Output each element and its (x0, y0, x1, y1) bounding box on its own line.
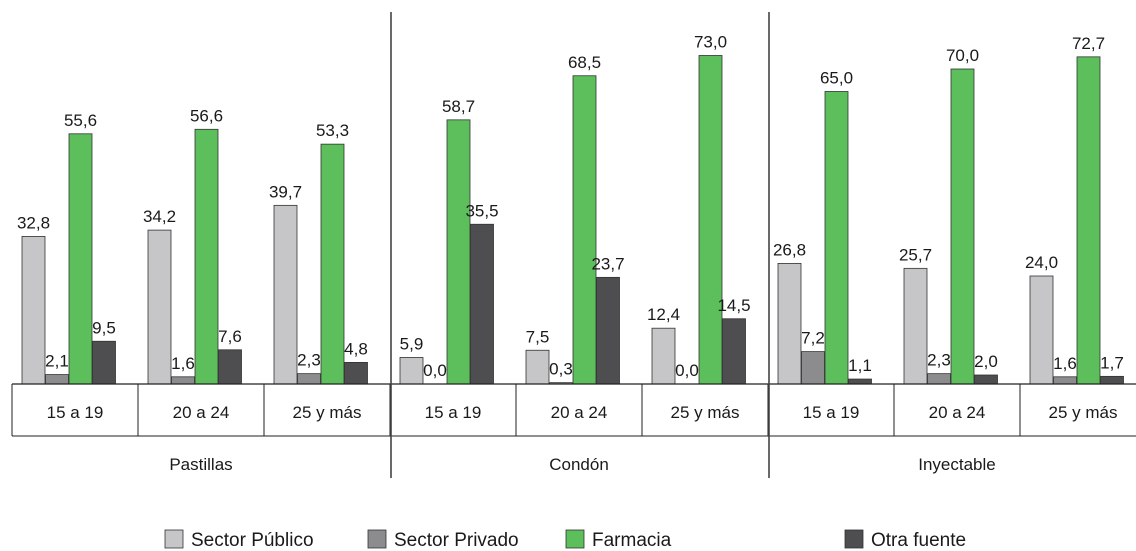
bar-sector-publico-condon-15-a-19 (399, 357, 424, 385)
bar-sector-publico-pastillas-15-a-19 (21, 235, 46, 385)
data-label-sector-publico-inyectable-25-y-mas: 24,0 (1025, 253, 1058, 272)
bar-sector-publico-condon-20-a-24 (525, 349, 550, 385)
data-label-sector-privado-pastillas-20-a-24: 1,6 (171, 354, 195, 373)
data-label-otra-fuente-inyectable-25-y-mas: 1,7 (1100, 353, 1124, 372)
data-label-farmacia-inyectable-15-a-19: 65,0 (820, 69, 853, 88)
bars-layer (21, 55, 1124, 385)
bar-sector-privado-pastillas-25-y-mas (297, 373, 321, 385)
bar-otra-fuente-condon-20-a-24 (596, 276, 620, 385)
data-label-otra-fuente-condon-25-y-mas: 14,5 (717, 296, 750, 315)
group-label-inyectable: Inyectable (918, 455, 996, 474)
bar-sector-publico-inyectable-20-a-24 (903, 267, 928, 385)
legend-label-otra-fuente: Otra fuente (871, 530, 966, 551)
legend-label-sector-publico: Sector Público (191, 530, 314, 551)
bar-sector-publico-inyectable-15-a-19 (777, 262, 802, 385)
data-label-sector-privado-condon-15-a-19: 0,0 (423, 361, 447, 380)
tick-label-condon-15-a-19: 15 a 19 (425, 403, 482, 422)
legend: Sector Público Sector Privado Farmacia Otra… (164, 529, 966, 551)
data-label-farmacia-pastillas-15-a-19: 55,6 (64, 111, 97, 130)
bar-farmacia-inyectable-20-a-24 (950, 68, 975, 385)
legend-label-sector-privado: Sector Privado (394, 530, 519, 551)
bar-sector-publico-pastillas-20-a-24 (147, 229, 172, 385)
data-label-otra-fuente-pastillas-20-a-24: 7,6 (218, 327, 242, 346)
data-label-sector-privado-inyectable-20-a-24: 2,3 (927, 351, 951, 370)
data-label-farmacia-inyectable-25-y-mas: 72,7 (1072, 34, 1105, 53)
bar-otra-fuente-condon-25-y-mas (722, 318, 746, 385)
bar-farmacia-pastillas-25-y-mas (320, 143, 345, 385)
bar-sector-privado-inyectable-25-y-mas (1053, 376, 1077, 385)
bar-otra-fuente-inyectable-20-a-24 (974, 374, 998, 385)
tick-label-inyectable-15-a-19: 15 a 19 (803, 403, 860, 422)
legend-swatch-otra-fuente (844, 529, 864, 549)
bar-sector-privado-inyectable-15-a-19 (801, 351, 825, 385)
data-label-farmacia-condon-20-a-24: 68,5 (568, 53, 601, 72)
data-label-otra-fuente-inyectable-15-a-19: 1,1 (848, 356, 872, 375)
data-label-sector-privado-inyectable-25-y-mas: 1,6 (1053, 354, 1077, 373)
bar-farmacia-condon-15-a-19 (446, 119, 471, 385)
data-label-otra-fuente-pastillas-25-y-mas: 4,8 (344, 339, 368, 358)
legend-swatch-sector-privado (367, 529, 387, 549)
bar-otra-fuente-pastillas-20-a-24 (218, 349, 242, 385)
bar-farmacia-pastillas-20-a-24 (194, 128, 219, 385)
data-label-otra-fuente-inyectable-20-a-24: 2,0 (974, 352, 998, 371)
bar-otra-fuente-condon-15-a-19 (470, 223, 494, 385)
bar-sector-privado-pastillas-20-a-24 (171, 376, 195, 385)
tick-label-pastillas-15-a-19: 15 a 19 (47, 403, 104, 422)
tick-label-pastillas-25-y-mas: 25 y más (293, 403, 362, 422)
bar-farmacia-condon-20-a-24 (572, 75, 597, 385)
data-label-farmacia-pastillas-25-y-mas: 53,3 (316, 121, 349, 140)
group-label-condon: Condón (549, 455, 609, 474)
data-label-sector-publico-pastillas-20-a-24: 34,2 (143, 207, 176, 226)
bar-farmacia-inyectable-25-y-mas (1076, 56, 1101, 385)
bar-farmacia-condon-25-y-mas (698, 55, 723, 385)
bar-sector-privado-pastillas-15-a-19 (45, 374, 69, 385)
bar-farmacia-pastillas-15-a-19 (68, 133, 93, 385)
data-label-sector-privado-condon-25-y-mas: 0,0 (675, 361, 699, 380)
bar-farmacia-inyectable-15-a-19 (824, 91, 849, 385)
legend-label-farmacia: Farmacia (592, 530, 672, 551)
data-label-sector-publico-condon-25-y-mas: 12,4 (647, 305, 680, 324)
data-label-sector-publico-condon-15-a-19: 5,9 (400, 334, 424, 353)
data-label-farmacia-condon-25-y-mas: 73,0 (694, 33, 727, 52)
bar-sector-publico-pastillas-25-y-mas (273, 204, 298, 385)
data-label-otra-fuente-condon-20-a-24: 23,7 (591, 254, 624, 273)
bar-sector-publico-inyectable-25-y-mas (1029, 275, 1054, 385)
tick-label-inyectable-20-a-24: 20 a 24 (929, 403, 986, 422)
tick-label-pastillas-20-a-24: 20 a 24 (173, 403, 230, 422)
bar-otra-fuente-pastillas-15-a-19 (92, 340, 116, 385)
bar-sector-privado-inyectable-20-a-24 (927, 373, 951, 385)
legend-swatch-sector-publico (164, 529, 184, 549)
category-axis: 15 a 19 20 a 24 25 y más Pastillas 15 a 19 20… (11, 12, 1136, 478)
data-label-farmacia-condon-15-a-19: 58,7 (442, 97, 475, 116)
data-label-sector-publico-condon-20-a-24: 7,5 (526, 327, 550, 346)
bar-otra-fuente-inyectable-25-y-mas (1100, 375, 1124, 385)
value-labels-layer: 32,8 2,1 55,6 9,5 34,2 1,6 56,6 7,6 39,7 2,3 53,3 4… (17, 33, 1124, 381)
bar-sector-publico-condon-25-y-mas (651, 327, 676, 385)
data-label-sector-privado-inyectable-15-a-19: 7,2 (801, 329, 825, 348)
data-label-sector-publico-pastillas-25-y-mas: 39,7 (269, 182, 302, 201)
data-label-otra-fuente-pastillas-15-a-19: 9,5 (92, 318, 116, 337)
group-label-pastillas: Pastillas (169, 455, 232, 474)
tick-label-condon-25-y-mas: 25 y más (671, 403, 740, 422)
data-label-farmacia-pastillas-20-a-24: 56,6 (190, 106, 223, 125)
data-label-sector-privado-pastillas-15-a-19: 2,1 (45, 352, 69, 371)
legend-swatch-farmacia (565, 529, 585, 549)
bar-otra-fuente-pastillas-25-y-mas (344, 361, 368, 385)
data-label-sector-publico-pastillas-15-a-19: 32,8 (17, 213, 50, 232)
data-label-sector-privado-pastillas-25-y-mas: 2,3 (297, 351, 321, 370)
tick-label-condon-20-a-24: 20 a 24 (551, 403, 608, 422)
data-label-sector-privado-condon-20-a-24: 0,3 (549, 360, 573, 379)
data-label-sector-publico-inyectable-20-a-24: 25,7 (899, 245, 932, 264)
tick-label-inyectable-25-y-mas: 25 y más (1049, 403, 1118, 422)
bar-otra-fuente-inyectable-15-a-19 (848, 378, 872, 385)
data-label-farmacia-inyectable-20-a-24: 70,0 (946, 46, 979, 65)
data-label-otra-fuente-condon-15-a-19: 35,5 (465, 201, 498, 220)
data-label-sector-publico-inyectable-15-a-19: 26,8 (773, 240, 806, 259)
